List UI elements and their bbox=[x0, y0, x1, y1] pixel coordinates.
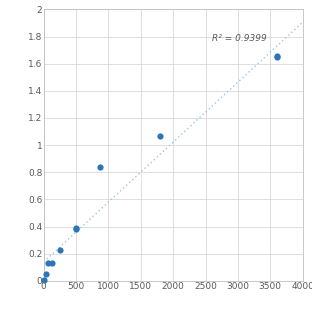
Point bbox=[41, 278, 46, 283]
Point bbox=[57, 247, 62, 252]
Point bbox=[45, 261, 50, 266]
Text: R² = 0.9399: R² = 0.9399 bbox=[212, 34, 267, 43]
Point bbox=[49, 261, 54, 266]
Point bbox=[74, 225, 79, 230]
Point bbox=[274, 54, 279, 59]
Point bbox=[158, 133, 163, 138]
Point bbox=[98, 164, 103, 169]
Point bbox=[74, 227, 79, 232]
Point bbox=[274, 53, 279, 58]
Point bbox=[43, 271, 48, 276]
